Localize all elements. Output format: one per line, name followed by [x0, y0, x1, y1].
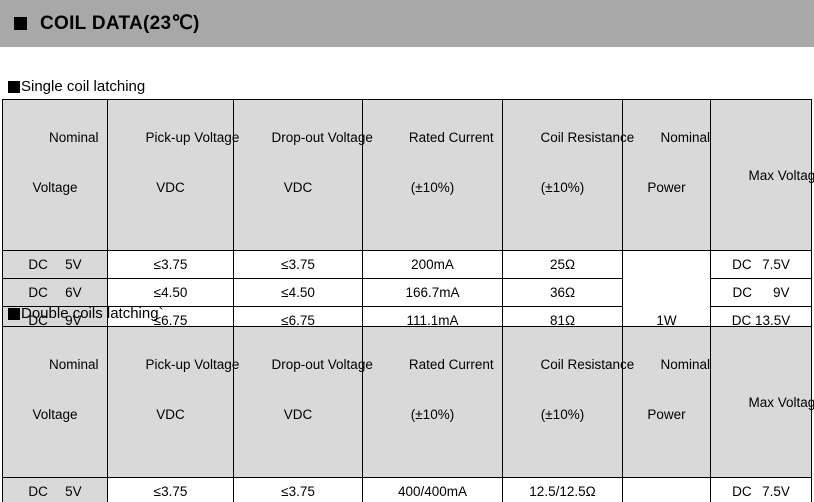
column-header-dropout-voltage: Drop-out Voltage VDC: [233, 326, 373, 478]
header-line-1: Max Voltage: [748, 167, 814, 183]
cell-rated-current: 400/400mA: [362, 477, 503, 502]
cell-nominal-voltage: DC 5V: [2, 477, 108, 502]
section-caption-label: Double coils latching`: [21, 305, 164, 322]
header-line-2: VDC: [156, 407, 185, 422]
cell-dropout-voltage: ≤4.50: [233, 278, 363, 307]
section-caption-double-coils: Double coils latching`: [8, 305, 164, 323]
header-line-2: (±10%): [410, 180, 455, 195]
black-square-bullet-icon: [8, 81, 20, 93]
header-line-2: Power: [647, 180, 686, 195]
header-line-1: Nominal: [48, 357, 99, 372]
cell-max-voltage: DC 7.5V: [710, 250, 812, 279]
double-coils-latching-table: Nominal Voltage Pick-up Voltage VDC Drop…: [2, 326, 814, 502]
header-line-1: Rated Current: [408, 130, 494, 145]
header-line-2: (±10%): [410, 407, 455, 422]
header-line-1: Nominal: [660, 130, 711, 145]
table-header-row: Nominal Voltage Pick-up Voltage VDC Drop…: [2, 326, 814, 478]
column-header-nominal-power: Nominal Power: [622, 326, 711, 478]
header-line-1: Rated Current: [408, 357, 494, 372]
cell-rated-current: 200mA: [362, 250, 503, 279]
black-square-bullet-icon: [14, 17, 27, 30]
table-row: DC 5V ≤3.75 ≤3.75 400/400mA 12.5/12.5Ω 2…: [2, 477, 812, 502]
header-line-1: Coil Resistance: [540, 130, 635, 145]
header-line-2: Voltage: [32, 407, 78, 422]
section-caption-label: Single coil latching: [21, 78, 146, 95]
cell-max-voltage: DC 9V: [710, 278, 812, 307]
cell-rated-current: 166.7mA: [362, 278, 503, 307]
coil-data-banner: COIL DATA(23℃): [0, 0, 814, 47]
column-header-nominal-voltage: Nominal Voltage: [2, 99, 108, 251]
cell-max-voltage: DC 7.5V: [710, 477, 812, 502]
column-header-pickup-voltage: Pick-up Voltage VDC: [107, 99, 239, 251]
header-line-1: Nominal: [48, 130, 99, 145]
section-caption-single-coil: Single coil latching: [8, 78, 145, 96]
header-line-1: Pick-up Voltage: [145, 357, 240, 372]
header-line-1: Max Voltage: [748, 394, 814, 410]
column-header-nominal-voltage: Nominal Voltage: [2, 326, 108, 478]
table-row: DC 6V ≤4.50 ≤4.50 166.7mA 36Ω DC 9V: [2, 278, 812, 307]
black-square-bullet-icon: [8, 308, 20, 320]
table-row: DC 5V ≤3.75 ≤3.75 200mA 25Ω 1W DC 7.5V: [2, 250, 812, 391]
cell-pickup-voltage: ≤4.50: [107, 278, 234, 307]
cell-coil-resistance: 25Ω: [502, 250, 623, 279]
column-header-pickup-voltage: Pick-up Voltage VDC: [107, 326, 239, 478]
cell-dropout-voltage: ≤3.75: [233, 250, 363, 279]
table-header-row: Nominal Voltage Pick-up Voltage VDC Drop…: [2, 99, 814, 251]
column-header-rated-current: Rated Current (±10%): [362, 326, 503, 478]
column-header-dropout-voltage: Drop-out Voltage VDC: [233, 99, 373, 251]
column-header-max-voltage: Max Voltage: [710, 99, 814, 251]
cell-coil-resistance: 36Ω: [502, 278, 623, 307]
cell-nominal-voltage: DC 5V: [2, 250, 108, 279]
cell-nominal-power: 2W: [622, 477, 711, 502]
header-line-2: (±10%): [540, 407, 585, 422]
header-line-1: Drop-out Voltage: [271, 130, 373, 145]
header-line-2: Voltage: [32, 180, 78, 195]
column-header-nominal-power: Nominal Power: [622, 99, 711, 251]
page-title: COIL DATA(23℃): [40, 13, 200, 34]
column-header-coil-resistance: Coil Resistance (±10%): [502, 326, 634, 478]
header-line-2: VDC: [283, 180, 313, 195]
cell-pickup-voltage: ≤3.75: [107, 250, 234, 279]
header-line-1: Pick-up Voltage: [145, 130, 240, 145]
cell-nominal-voltage: DC 6V: [2, 278, 108, 307]
header-line-1: Nominal: [660, 357, 711, 372]
header-line-2: (±10%): [540, 180, 585, 195]
cell-coil-resistance: 12.5/12.5Ω: [502, 477, 623, 502]
header-line-2: VDC: [156, 180, 185, 195]
column-header-rated-current: Rated Current (±10%): [362, 99, 503, 251]
column-header-max-voltage: Max Voltage: [710, 326, 814, 478]
header-line-2: Power: [647, 407, 686, 422]
header-line-1: Drop-out Voltage: [271, 357, 373, 372]
header-line-1: Coil Resistance: [540, 357, 635, 372]
cell-dropout-voltage: ≤3.75: [233, 477, 363, 502]
header-line-2: VDC: [283, 407, 313, 422]
column-header-coil-resistance: Coil Resistance (±10%): [502, 99, 634, 251]
cell-pickup-voltage: ≤3.75: [107, 477, 234, 502]
